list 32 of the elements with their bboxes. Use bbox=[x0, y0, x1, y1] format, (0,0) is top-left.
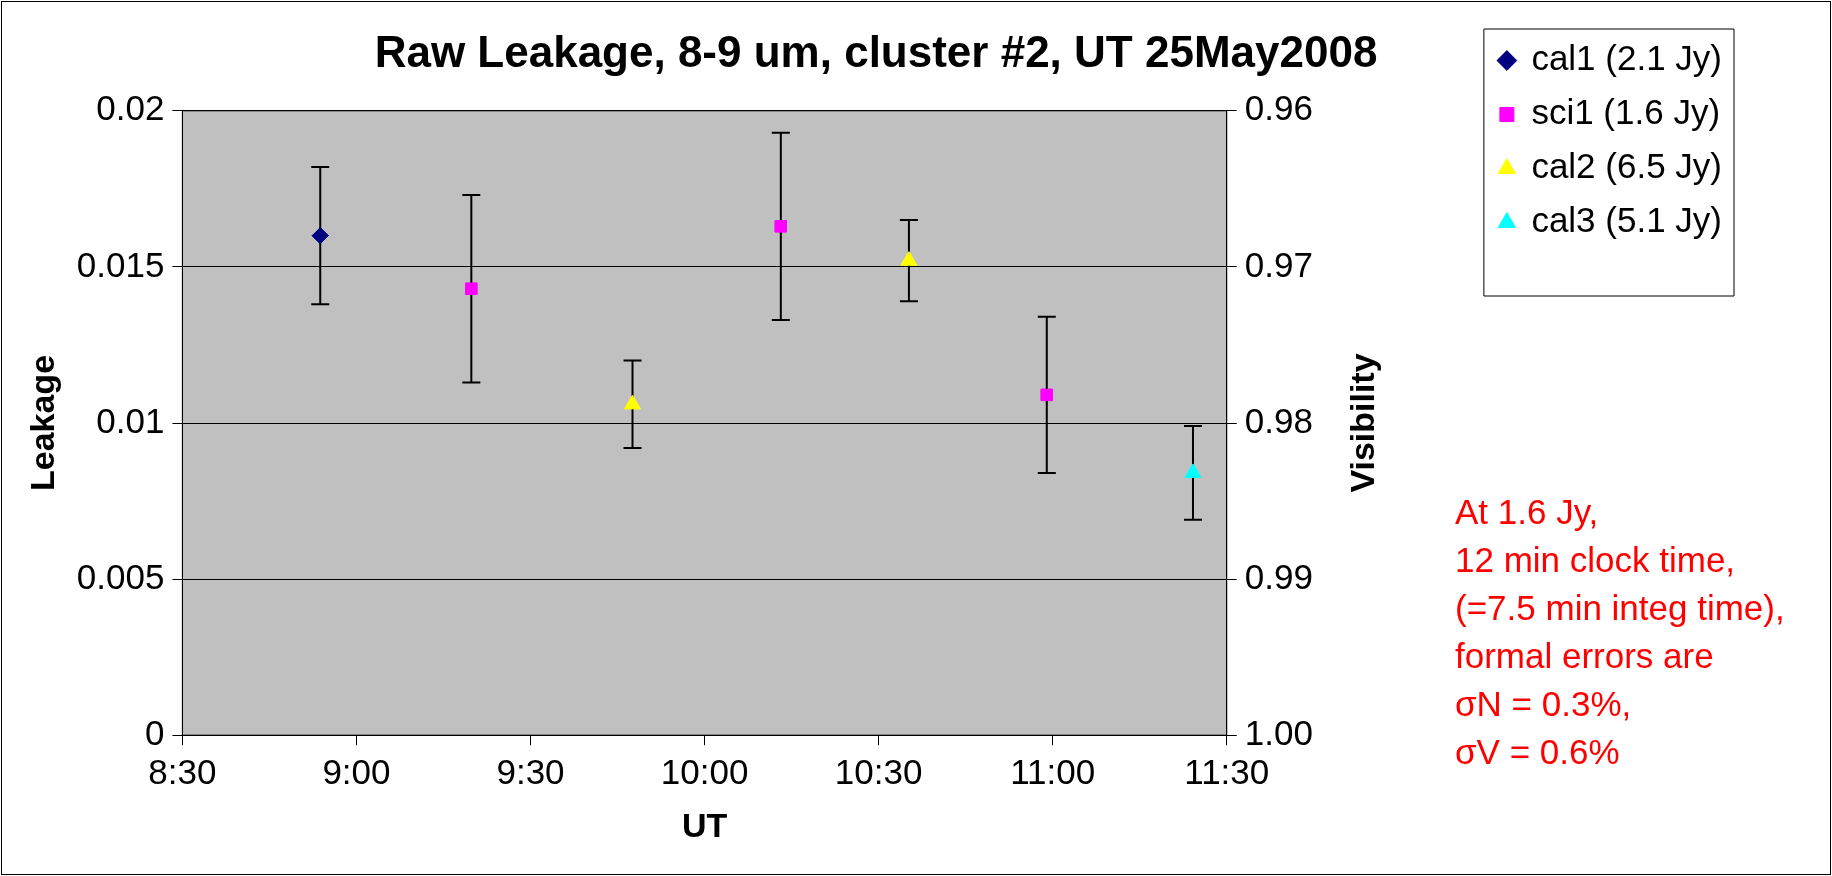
y-tick-label: 0.005 bbox=[76, 556, 165, 596]
y-tick-label: 0.01 bbox=[96, 400, 165, 440]
y-axis-title: Leakage bbox=[22, 354, 61, 492]
text: At 1.6 Jy, 12 min clock time, (=7.5 min integ time), formal errors are σN = 0.3%, σV = 0.6% bbox=[1455, 491, 1785, 773]
y2-tick-label: 1.00 bbox=[1244, 712, 1313, 752]
y2-tick-label: 0.99 bbox=[1244, 556, 1313, 596]
x-tick-label: 10:30 bbox=[834, 751, 923, 791]
x-tick-label: 11:30 bbox=[1184, 751, 1270, 791]
y-tick-label: 0.02 bbox=[96, 88, 165, 128]
x-tick-label: 10:00 bbox=[660, 751, 749, 791]
y2-axis-title: Visibility bbox=[1343, 353, 1382, 493]
legend-label: sci1 (1.6 Jy) bbox=[1531, 92, 1721, 132]
x-tick-label: 11:00 bbox=[1010, 751, 1096, 791]
legend-label: cal1 (2.1 Jy) bbox=[1531, 38, 1722, 78]
x-tick-label: 8:30 bbox=[148, 751, 217, 791]
point bbox=[1040, 388, 1053, 402]
y2-tick-label: 0.97 bbox=[1244, 244, 1313, 284]
point bbox=[311, 227, 329, 245]
legend-label: cal2 (6.5 Jy) bbox=[1531, 146, 1722, 186]
x-tick-label: 9:30 bbox=[496, 751, 565, 791]
y-tick-label: 0 bbox=[144, 712, 165, 752]
chart-title: Raw Leakage, 8-9 um, cluster #2, UT 25May2008 bbox=[374, 26, 1378, 76]
legend-label: cal3 (5.1 Jy) bbox=[1531, 200, 1722, 240]
point bbox=[624, 394, 641, 410]
point bbox=[774, 220, 787, 233]
point bbox=[1184, 463, 1202, 478]
point bbox=[465, 282, 478, 295]
x-tick-label: 9:00 bbox=[322, 751, 391, 791]
y2-tick-label: 0.96 bbox=[1244, 88, 1313, 128]
y2-tick-label: 0.98 bbox=[1244, 400, 1313, 440]
y-tick-label: 0.015 bbox=[76, 244, 165, 284]
x-axis-title: UT bbox=[681, 805, 728, 844]
